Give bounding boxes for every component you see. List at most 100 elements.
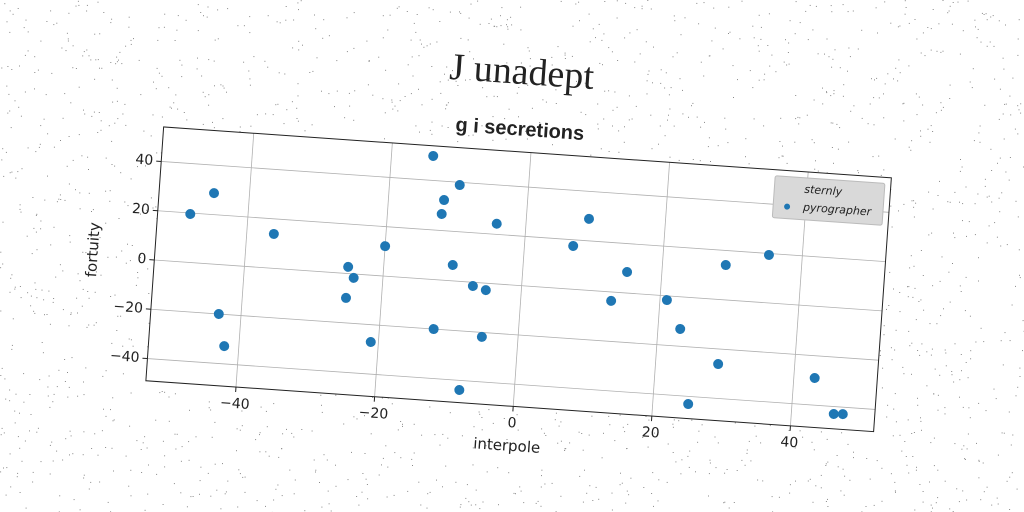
noise-dot <box>717 145 719 147</box>
noise-dot <box>504 118 506 120</box>
noise-dot <box>962 30 964 32</box>
noise-dot <box>1000 340 1002 342</box>
noise-dot <box>511 24 513 26</box>
noise-dot <box>1018 109 1020 111</box>
noise-dot <box>953 232 954 234</box>
noise-dot <box>87 291 89 292</box>
noise-dot <box>984 104 986 106</box>
noise-dot <box>709 55 711 57</box>
noise-dot <box>973 140 975 142</box>
noise-dot <box>67 372 68 373</box>
noise-dot <box>909 267 911 269</box>
noise-dot <box>300 0 302 2</box>
noise-dot <box>492 139 494 141</box>
noise-dot <box>874 79 875 81</box>
noise-dot <box>72 45 74 47</box>
noise-dot <box>881 467 883 469</box>
noise-dot <box>527 84 529 86</box>
noise-dot <box>27 50 29 52</box>
noise-dot <box>930 354 932 356</box>
noise-dot <box>959 53 961 55</box>
noise-dot <box>208 407 210 409</box>
noise-dot <box>328 503 330 505</box>
noise-dot <box>286 109 288 111</box>
noise-dot <box>883 93 884 95</box>
noise-dot <box>569 442 571 444</box>
noise-dot <box>243 25 245 27</box>
noise-dot <box>781 155 783 157</box>
noise-dot <box>265 451 267 453</box>
noise-dot <box>88 55 90 57</box>
noise-dot <box>226 91 227 93</box>
noise-dot <box>418 55 420 57</box>
noise-dot <box>978 460 980 462</box>
noise-dot <box>1016 488 1018 490</box>
noise-dot <box>916 114 918 116</box>
noise-dot <box>31 253 33 255</box>
noise-dot <box>585 114 587 116</box>
noise-dot <box>186 506 188 508</box>
noise-dot <box>79 208 81 210</box>
noise-dot <box>817 53 819 55</box>
noise-dot <box>239 131 241 133</box>
noise-dot <box>315 28 317 30</box>
noise-dot <box>147 493 149 495</box>
noise-dot <box>997 454 999 456</box>
noise-dot <box>470 3 472 5</box>
noise-dot <box>225 491 227 493</box>
noise-dot <box>189 409 190 411</box>
noise-dot <box>682 113 684 115</box>
noise-dot <box>913 216 915 218</box>
noise-dot <box>526 138 528 140</box>
noise-dot <box>520 29 522 31</box>
noise-dot <box>40 40 42 42</box>
noise-dot <box>769 425 771 427</box>
noise-dot <box>2 263 4 265</box>
noise-dot <box>979 125 981 127</box>
noise-dot <box>398 83 400 85</box>
noise-dot <box>811 139 813 141</box>
noise-dot <box>621 482 623 484</box>
noise-dot <box>431 121 433 123</box>
noise-dot <box>842 468 844 470</box>
y-tick-label: 20 <box>131 201 150 218</box>
noise-dot <box>847 70 848 72</box>
noise-dot <box>17 171 19 173</box>
noise-dot <box>880 174 882 176</box>
noise-dot <box>907 286 908 288</box>
noise-dot <box>619 414 621 416</box>
noise-dot <box>43 299 45 301</box>
noise-dot <box>914 19 916 20</box>
scatter-point <box>365 336 376 347</box>
grid-line <box>374 142 393 397</box>
noise-dot <box>932 208 934 210</box>
noise-dot <box>35 151 37 153</box>
noise-dot <box>323 454 325 456</box>
noise-dot <box>825 465 827 466</box>
noise-dot <box>32 197 34 198</box>
noise-dot <box>53 298 55 299</box>
noise-dot <box>820 487 822 489</box>
noise-dot <box>112 397 114 399</box>
noise-dot <box>672 426 674 428</box>
noise-dot <box>112 101 114 103</box>
noise-dot <box>220 508 222 510</box>
noise-dot <box>930 28 932 30</box>
noise-dot <box>328 35 330 37</box>
noise-dot <box>980 327 982 329</box>
noise-dot <box>279 22 281 24</box>
noise-dot <box>183 112 185 113</box>
noise-dot <box>975 341 977 343</box>
noise-dot <box>95 322 97 324</box>
noise-dot <box>140 449 142 450</box>
noise-dot <box>315 469 317 471</box>
noise-dot <box>30 295 32 297</box>
noise-dot <box>809 478 811 480</box>
noise-dot <box>980 499 982 501</box>
noise-dot <box>156 67 158 69</box>
noise-dot <box>910 149 912 151</box>
noise-dot <box>415 31 417 33</box>
chart-subtitle: g i secretions <box>455 114 585 145</box>
noise-dot <box>648 70 650 72</box>
noise-dot <box>616 17 618 19</box>
